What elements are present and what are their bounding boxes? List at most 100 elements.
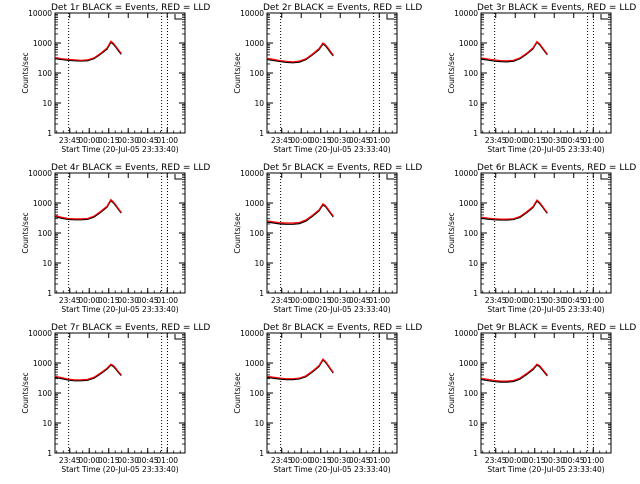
panel-title: Det 2r BLACK = Events, RED = LLD [263, 3, 422, 13]
series-line-lld [54, 40, 122, 61]
x-tick-label: 00:30 [543, 136, 565, 145]
series-line-lld [266, 42, 334, 63]
legend-marker [386, 174, 394, 180]
plot-frame [266, 332, 398, 454]
x-tick-label: 23:45 [271, 136, 293, 145]
y-axis-label: Counts/sec [21, 212, 30, 253]
legend-marker [174, 334, 182, 340]
x-tick-label: 00:30 [543, 296, 565, 305]
panel-det-9: Det 9r BLACK = Events, RED = LLD 1 10 100 10… [447, 323, 636, 474]
x-tick-label: 00:00 [290, 136, 312, 145]
y-tick-label: 100 [464, 229, 479, 238]
panel-det-4: Det 4r BLACK = Events, RED = LLD 1 10 100 10… [21, 163, 210, 314]
series-line-lld [266, 358, 334, 380]
y-tick-label: 10000 [240, 169, 264, 178]
y-axis-label: Counts/sec [21, 372, 30, 413]
y-tick-label: 10000 [454, 169, 478, 178]
x-axis-label: Start Time (20-Jul-05 23:33:40) [273, 465, 390, 474]
x-tick-label: 23:45 [271, 296, 293, 305]
y-tick-label: 10 [468, 259, 478, 268]
y-tick-label: 10000 [28, 329, 52, 338]
x-axis-label: Start Time (20-Jul-05 23:33:40) [61, 145, 178, 154]
y-tick-label: 100 [464, 69, 479, 78]
y-tick-label: 10000 [240, 9, 264, 18]
x-tick-label: 01:00 [582, 456, 604, 465]
x-tick-label: 00:30 [117, 296, 139, 305]
x-tick-label: 00:00 [290, 456, 312, 465]
panel-title: Det 7r BLACK = Events, RED = LLD [51, 323, 210, 333]
panel-det-1: Det 1r BLACK = Events, RED = LLD 1 10 100 10… [21, 3, 210, 154]
y-tick-label: 100 [250, 389, 265, 398]
x-tick-label: 01:00 [368, 136, 390, 145]
y-tick-label: 10000 [454, 9, 478, 18]
panel-det-7: Det 7r BLACK = Events, RED = LLD 1 10 100 10… [21, 323, 210, 474]
y-tick-label: 100 [464, 389, 479, 398]
x-axis-label: Start Time (20-Jul-05 23:33:40) [273, 305, 390, 314]
legend-marker [174, 14, 182, 20]
legend-marker [174, 174, 182, 180]
x-axis-label: Start Time (20-Jul-05 23:33:40) [61, 465, 178, 474]
x-tick-label: 00:15 [98, 136, 120, 145]
y-tick-label: 100 [250, 69, 265, 78]
y-tick-label: 10 [254, 419, 264, 428]
y-tick-label: 1 [259, 449, 264, 458]
y-tick-label: 1 [259, 289, 264, 298]
panel-det-6: Det 6r BLACK = Events, RED = LLD 1 10 100 10… [447, 163, 636, 314]
y-axis-label: Counts/sec [233, 372, 242, 413]
x-tick-label: 00:00 [78, 456, 100, 465]
y-tick-label: 10 [42, 99, 52, 108]
series-line-lld [54, 363, 122, 381]
x-axis-label: Start Time (20-Jul-05 23:33:40) [61, 305, 178, 314]
panel-det-3: Det 3r BLACK = Events, RED = LLD 1 10 100 10… [447, 3, 636, 154]
x-tick-label: 00:15 [524, 456, 546, 465]
series-line-events [54, 364, 122, 382]
legend-marker [386, 334, 394, 340]
x-tick-label: 01:00 [582, 296, 604, 305]
x-axis-label: Start Time (20-Jul-05 23:33:40) [487, 145, 604, 154]
panel-det-2: Det 2r BLACK = Events, RED = LLD 1 10 100 10… [233, 3, 422, 154]
y-tick-label: 1000 [245, 199, 264, 208]
panel-title: Det 5r BLACK = Events, RED = LLD [263, 163, 422, 173]
x-tick-label: 00:30 [329, 456, 351, 465]
x-tick-label: 23:45 [271, 456, 293, 465]
legend-marker [600, 334, 608, 340]
x-tick-label: 00:15 [310, 456, 332, 465]
series-line-events [54, 199, 122, 221]
plot-frame [480, 12, 612, 134]
series-line-events [480, 364, 548, 383]
y-tick-label: 1 [47, 289, 52, 298]
x-axis-label: Start Time (20-Jul-05 23:33:40) [273, 145, 390, 154]
y-axis-label: Counts/sec [447, 212, 456, 253]
x-tick-label: 00:45 [563, 296, 585, 305]
x-tick-label: 00:00 [78, 296, 100, 305]
x-axis-label: Start Time (20-Jul-05 23:33:40) [487, 465, 604, 474]
series-line-events [54, 41, 122, 62]
x-tick-label: 00:45 [137, 456, 159, 465]
y-tick-label: 1 [473, 289, 478, 298]
y-tick-label: 100 [38, 69, 53, 78]
plot-frame [266, 172, 398, 294]
x-tick-label: 00:45 [349, 456, 371, 465]
panel-det-8: Det 8r BLACK = Events, RED = LLD 1 10 100 10… [233, 323, 422, 474]
x-tick-label: 00:45 [563, 456, 585, 465]
x-tick-label: 00:15 [524, 296, 546, 305]
y-tick-label: 1000 [459, 39, 478, 48]
x-tick-label: 00:30 [543, 456, 565, 465]
y-tick-label: 10 [42, 419, 52, 428]
series-line-lld [54, 198, 122, 220]
series-line-lld [480, 363, 548, 382]
series-line-events [266, 43, 334, 64]
x-tick-label: 00:00 [290, 296, 312, 305]
panel-title: Det 8r BLACK = Events, RED = LLD [263, 323, 422, 333]
y-tick-label: 10 [42, 259, 52, 268]
x-tick-label: 00:15 [310, 136, 332, 145]
x-tick-label: 23:45 [59, 456, 81, 465]
panel-title: Det 6r BLACK = Events, RED = LLD [477, 163, 636, 173]
x-tick-label: 00:15 [524, 136, 546, 145]
y-tick-label: 100 [38, 229, 53, 238]
x-tick-label: 23:45 [485, 136, 507, 145]
y-tick-label: 1000 [33, 199, 52, 208]
x-tick-label: 01:00 [582, 136, 604, 145]
plot-frame [54, 12, 186, 134]
y-tick-label: 1 [47, 449, 52, 458]
